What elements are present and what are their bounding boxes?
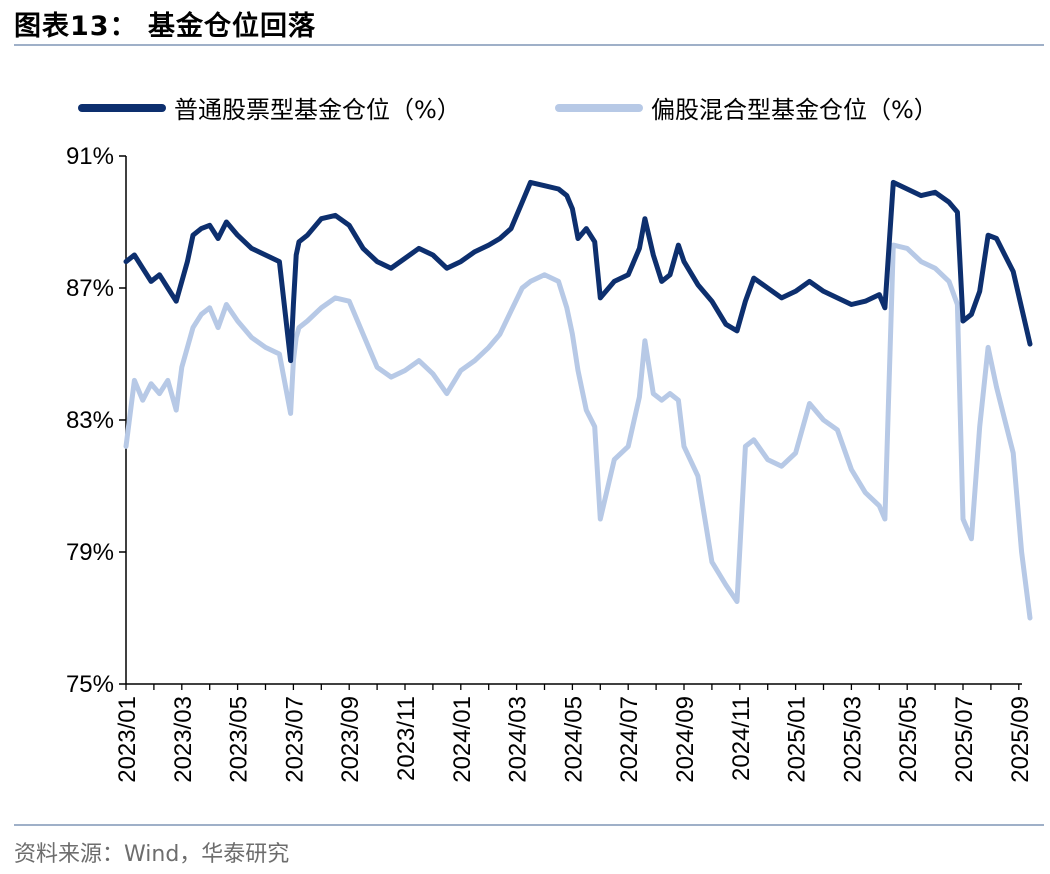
x-tick-label: 2024/01 xyxy=(449,696,476,783)
legend-item-hybrid: 偏股混合型基金仓位（%） xyxy=(555,90,938,125)
line-chart: 75% 79% 83% 87% 91% 2023/01 2023/03 2023/05 2023… xyxy=(66,143,1034,783)
x-tick-label: 2023/09 xyxy=(337,696,364,783)
x-tick-label: 2023/11 xyxy=(393,696,420,781)
y-tick-label: 83% xyxy=(66,407,114,434)
legend-label-hybrid: 偏股混合型基金仓位（%） xyxy=(651,96,938,124)
x-tick-label: 2025/05 xyxy=(895,696,922,783)
legend-swatch-hybrid xyxy=(555,103,643,112)
legend-swatch-stock xyxy=(78,103,166,112)
x-tick-label: 2024/05 xyxy=(560,696,587,783)
x-tick-label: 2024/11 xyxy=(728,696,755,781)
x-tick-label: 2023/07 xyxy=(281,696,308,783)
series-line-hybrid xyxy=(123,242,1033,621)
footer-rule xyxy=(14,824,1044,826)
source-note: 资料来源：Wind，华泰研究 xyxy=(14,842,290,867)
y-tick-label: 87% xyxy=(66,275,114,302)
x-tick-label: 2024/03 xyxy=(505,696,532,783)
x-tick-label: 2025/01 xyxy=(784,696,811,783)
x-tick-label: 2023/03 xyxy=(170,696,197,783)
x-tick-label: 2024/07 xyxy=(616,696,643,783)
series-line-stock xyxy=(123,179,1033,364)
legend-item-stock: 普通股票型基金仓位（%） xyxy=(78,90,461,125)
y-tick-label: 75% xyxy=(66,671,114,698)
legend-label-stock: 普通股票型基金仓位（%） xyxy=(174,96,461,124)
x-tick-label: 2023/05 xyxy=(226,696,253,783)
x-tick-label: 2025/07 xyxy=(951,696,978,783)
y-tick-label: 79% xyxy=(66,539,114,566)
figure-title: 图表13： 基金仓位回落 xyxy=(14,11,316,42)
x-tick-label: 2024/09 xyxy=(672,696,699,783)
x-tick-label: 2025/09 xyxy=(1007,696,1034,783)
x-tick-label: 2023/01 xyxy=(114,696,141,783)
y-tick-label: 91% xyxy=(66,143,114,170)
title-rule xyxy=(14,44,1044,46)
x-tick-label: 2025/03 xyxy=(839,696,866,783)
